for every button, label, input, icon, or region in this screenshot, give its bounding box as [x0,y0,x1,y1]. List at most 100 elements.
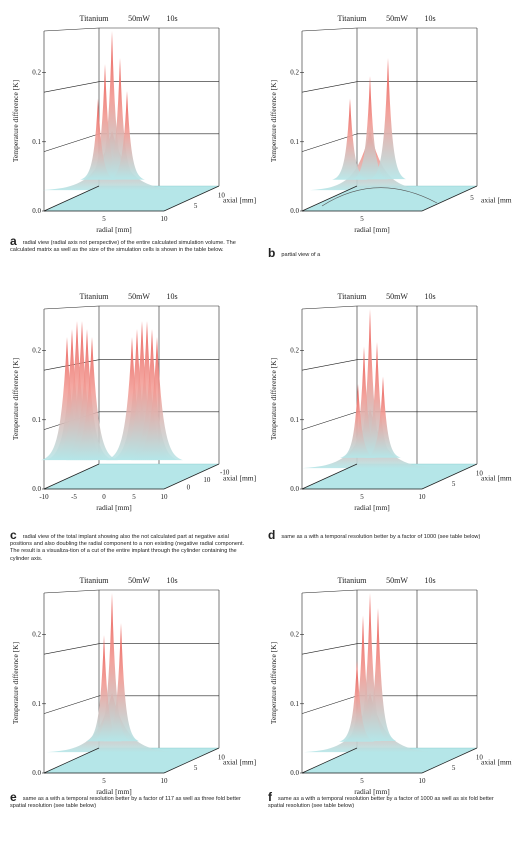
x-axis-label: radial [mm] [354,225,390,234]
header-time: 10s [424,292,435,301]
front-frame [301,463,478,490]
x-tick-label: 0 [102,493,106,501]
temperature-surface [301,593,478,774]
x-tick-label: 5 [102,777,106,785]
plot-panel-b: Titanium 50mW 10s 0.0 0.1 0.2 5 5 Temperature di… [262,6,512,236]
x-axis-label: radial [mm] [96,225,132,234]
temperature-surface [41,321,220,490]
box-frame [301,27,478,211]
box-frame [43,589,220,773]
z-tick-label: -10 [220,468,230,476]
y-tick-label: 0.0 [290,769,299,777]
surface-plot-a: Titanium 50mW 10s 0.0 0.1 0.2 5 10 5 10 Temperatur… [11,14,256,234]
z-axis-label: axial [mm] [223,473,256,482]
y-tick-label: 0.2 [32,69,41,77]
y-axis-label: Temperature difference [K] [269,642,278,724]
caption-text: same as a with a temporal resolution bet… [281,534,481,540]
z-tick-label: 10 [218,191,226,199]
z-tick-label: 5 [470,194,474,202]
x-tick-label: 5 [360,215,364,223]
x-tick-label: 5 [360,493,364,501]
front-frame [43,747,220,774]
header-time: 10s [166,292,177,301]
x-axis-label: radial [mm] [354,787,390,796]
y-tick-label: 0.0 [32,207,41,215]
z-tick-label: 5 [194,764,198,772]
z-axis-label: axial [mm] [223,757,256,766]
y-tick-label: 0.2 [32,347,41,355]
caption-text: same as a with a temporal resolution bet… [268,796,494,810]
header-time: 10s [166,576,177,585]
y-axis-label: Temperature difference [K] [11,642,20,724]
z-tick-label: 5 [452,764,456,772]
y-axis-label: Temperature difference [K] [269,358,278,440]
y-tick-label: 0.0 [32,769,41,777]
y-tick-label: 0.1 [32,416,41,424]
y-tick-label: 0.1 [290,416,299,424]
plot-panel-a: Titanium 50mW 10s 0.0 0.1 0.2 5 10 5 10 Temperatur… [4,6,256,236]
z-tick-label: 10 [203,476,211,484]
x-tick-label: 10 [161,777,169,785]
caption-a: a radial view (radial axis not perspectiv… [10,235,249,254]
x-tick-label: -5 [71,493,77,501]
front-frame [301,747,478,774]
header-material: Titanium [337,14,367,23]
z-tick-label: 0 [187,483,191,491]
y-tick-label: 0.1 [290,700,299,708]
header-power: 50mW [386,576,408,585]
x-tick-label: 10 [419,493,427,501]
surface-plot-b: Titanium 50mW 10s 0.0 0.1 0.2 5 5 Temperature di… [269,14,512,234]
x-tick-label: 10 [161,215,169,223]
z-tick-label: 10 [476,753,484,761]
z-axis-label: axial [mm] [481,473,512,482]
caption-c: c radial view of the total implant showin… [10,529,249,563]
panel-letter: c [10,528,17,542]
z-axis-label: axial [mm] [481,757,512,766]
front-frame [43,463,220,490]
plot-panel-f: Titanium 50mW 10s 0.0 0.1 0.2 5 10 5 10 Temperatur… [262,568,512,798]
panel-letter: e [10,790,17,804]
y-tick-label: 0.2 [290,69,299,77]
surface-plot-e: Titanium 50mW 10s 0.0 0.1 0.2 5 10 5 10 Temperatur… [11,576,256,796]
y-tick-label: 0.1 [290,138,299,146]
surface-plot-d: Titanium 50mW 10s 0.0 0.1 0.2 5 10 5 10 Temperatur… [269,292,512,512]
y-tick-label: 0.0 [32,485,41,493]
y-tick-label: 0.2 [290,347,299,355]
plot-panel-e: Titanium 50mW 10s 0.0 0.1 0.2 5 10 5 10 Temperatur… [4,568,256,798]
y-tick-label: 0.2 [32,631,41,639]
temperature-surface [301,58,478,212]
z-tick-label: 10 [476,469,484,477]
panel-letter: f [268,790,272,804]
y-tick-label: 0.0 [290,207,299,215]
header-material: Titanium [79,576,109,585]
header-power: 50mW [128,576,150,585]
temperature-surface [42,31,220,212]
header-material: Titanium [79,14,109,23]
z-tick-label: 5 [452,480,456,488]
x-axis-label: radial [mm] [354,503,390,512]
z-axis-label: axial [mm] [223,195,256,204]
y-tick-label: 0.1 [32,700,41,708]
y-tick-label: 0.1 [32,138,41,146]
caption-e: e same as a with a temporal resolution be… [10,791,249,810]
x-axis-label: radial [mm] [96,787,132,796]
plot-panel-c: Titanium 50mW 10s 0.0 0.1 0.2 -10 -5 0 5 10 0 10 -10 T… [4,284,256,514]
header-power: 50mW [128,14,150,23]
x-tick-label: 5 [360,777,364,785]
y-axis-label: Temperature difference [K] [269,80,278,162]
header-time: 10s [424,14,435,23]
header-material: Titanium [337,292,367,301]
surface-plot-f: Titanium 50mW 10s 0.0 0.1 0.2 5 10 5 10 Temperatur… [269,576,512,796]
y-tick-label: 0.0 [290,485,299,493]
front-frame [43,185,220,212]
header-time: 10s [166,14,177,23]
caption-text: same as a with a temporal resolution bet… [10,796,241,810]
temperature-surface [301,309,478,490]
panel-letter: d [268,528,276,542]
caption-b: b partial view of a [268,247,507,259]
x-tick-label: 5 [102,215,106,223]
plot-panel-d: Titanium 50mW 10s 0.0 0.1 0.2 5 10 5 10 Temperatur… [262,284,512,514]
panel-letter: a [10,234,17,248]
header-power: 50mW [386,14,408,23]
x-axis-label: radial [mm] [96,503,132,512]
